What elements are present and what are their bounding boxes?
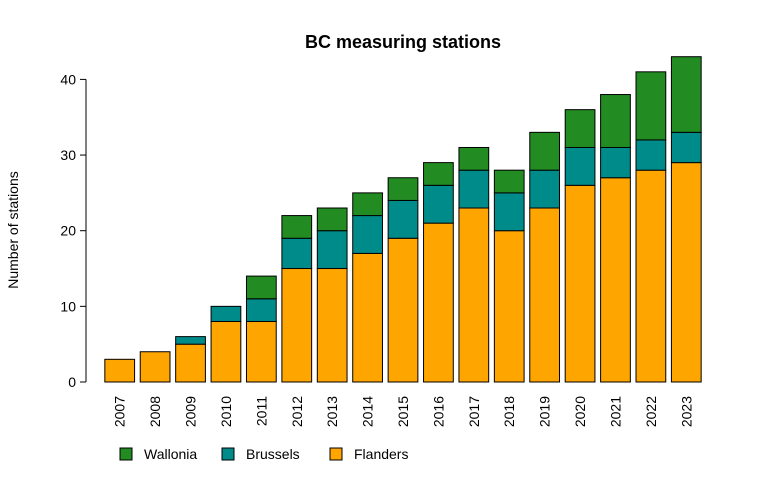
bar-wallonia-2018 [493, 169, 525, 194]
x-tick-label: 2018 [501, 396, 517, 427]
bar-brussels-2019 [529, 169, 561, 209]
x-tick-label: 2019 [537, 396, 553, 427]
y-axis: 0 10 20 30 40 [60, 71, 87, 390]
chart-title: BC measuring stations [305, 32, 501, 52]
x-tick-label: 2014 [360, 396, 376, 427]
legend-label-wallonia: Wallonia [144, 446, 197, 462]
bar-wallonia-2016 [423, 162, 454, 186]
bar-flanders-2022 [635, 169, 667, 383]
x-tick-label: 2007 [112, 396, 128, 427]
x-tick-label: 2020 [572, 396, 588, 427]
bar-flanders-2009 [175, 343, 206, 383]
bar-wallonia-2023 [670, 56, 702, 133]
bar-flanders-2017 [458, 207, 490, 383]
bar-brussels-2014 [352, 215, 383, 254]
bar-flanders-2015 [387, 237, 419, 383]
legend: Wallonia Brussels Flanders [119, 446, 408, 462]
legend-swatch-wallonia [119, 447, 133, 461]
legend-swatch-flanders [329, 447, 343, 461]
bar-wallonia-2012 [281, 215, 313, 239]
x-tick-label: 2011 [253, 396, 269, 426]
y-axis-label: Number of stations [5, 171, 21, 289]
x-axis: 2007 2008 2009 2010 2011 2012 2013 2014 2015 2016… [112, 396, 695, 427]
bar-wallonia-2014 [352, 192, 383, 217]
y-tick-label: 20 [60, 223, 76, 239]
x-tick-label: 2012 [289, 396, 305, 427]
bar-wallonia-2017 [458, 146, 490, 171]
y-tick-label: 10 [60, 298, 76, 314]
x-tick-label: 2008 [147, 396, 163, 427]
bar-flanders-2012 [281, 268, 313, 383]
bar-flanders-2016 [423, 222, 454, 383]
bar-flanders-2014 [352, 252, 383, 383]
y-tick-label: 30 [60, 147, 76, 163]
bar-brussels-2016 [423, 184, 454, 224]
bar-brussels-2015 [387, 199, 419, 239]
bar-flanders-2013 [316, 268, 348, 383]
legend-label-brussels: Brussels [246, 446, 300, 462]
bar-flanders-2011 [245, 320, 277, 383]
bar-brussels-2010 [210, 305, 242, 322]
bar-flanders-2007 [104, 358, 136, 383]
x-tick-label: 2009 [183, 396, 199, 427]
bar-flanders-2021 [600, 177, 631, 383]
bar-brussels-2011 [245, 298, 277, 322]
bar-flanders-2023 [670, 162, 702, 383]
bar-wallonia-2021 [600, 94, 631, 148]
x-tick-label: 2023 [678, 396, 694, 427]
bar-wallonia-2011 [245, 275, 277, 300]
x-tick-label: 2017 [466, 396, 482, 427]
bar-wallonia-2020 [564, 109, 596, 148]
legend-label-flanders: Flanders [354, 446, 408, 462]
bar-brussels-2020 [564, 146, 596, 186]
bars-group [104, 56, 702, 383]
bar-flanders-2019 [529, 207, 561, 383]
bar-wallonia-2022 [635, 71, 667, 141]
bar-flanders-2008 [139, 351, 171, 383]
y-tick-label: 40 [60, 71, 76, 87]
bar-brussels-2021 [600, 146, 631, 179]
bar-wallonia-2013 [316, 207, 348, 232]
x-tick-label: 2015 [395, 396, 411, 427]
x-tick-label: 2013 [324, 396, 340, 427]
bar-brussels-2017 [458, 169, 490, 209]
bar-brussels-2009 [175, 336, 206, 345]
bar-brussels-2018 [493, 192, 525, 232]
bar-flanders-2018 [493, 230, 525, 383]
bar-brussels-2022 [635, 139, 667, 171]
bar-brussels-2013 [316, 230, 348, 270]
bar-brussels-2012 [281, 237, 313, 270]
bar-wallonia-2019 [529, 131, 561, 171]
x-tick-label: 2016 [430, 396, 446, 427]
x-tick-label: 2022 [643, 396, 659, 427]
y-tick-label: 0 [68, 374, 76, 390]
bar-wallonia-2015 [387, 177, 419, 201]
x-tick-label: 2010 [218, 396, 234, 427]
bar-flanders-2020 [564, 184, 596, 383]
x-tick-label: 2021 [607, 396, 623, 427]
legend-swatch-brussels [221, 447, 235, 461]
bar-flanders-2010 [210, 320, 242, 383]
bar-brussels-2023 [670, 131, 702, 164]
